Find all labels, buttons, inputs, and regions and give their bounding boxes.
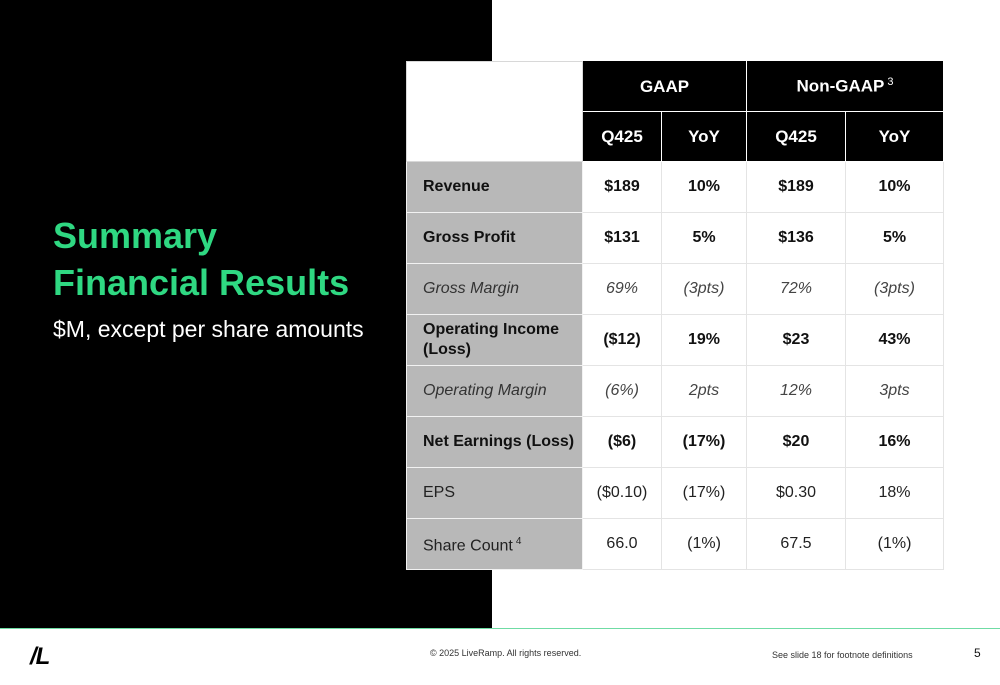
table-cell: (1%) xyxy=(662,519,747,570)
table-row: Share Count 4 66.0 (1%) 67.5 (1%) xyxy=(407,519,944,570)
footnote-reference: See slide 18 for footnote definitions xyxy=(772,650,913,660)
table-corner-cell xyxy=(407,62,583,162)
table-cell: (6%) xyxy=(583,366,662,417)
column-header: YoY xyxy=(846,112,944,162)
row-label: Net Earnings (Loss) xyxy=(407,417,583,468)
row-label: Share Count 4 xyxy=(407,519,583,570)
non-gaap-group-header: Non-GAAP 3 xyxy=(747,62,944,112)
table-cell: (17%) xyxy=(662,417,747,468)
table-cell: $20 xyxy=(747,417,846,468)
table-body: Revenue $189 10% $189 10% Gross Profit $131 5% $… xyxy=(407,162,944,570)
page-number: 5 xyxy=(974,646,981,660)
table-cell: 5% xyxy=(846,213,944,264)
table-cell: 10% xyxy=(662,162,747,213)
table-cell: 66.0 xyxy=(583,519,662,570)
table-cell: 19% xyxy=(662,315,747,366)
table-cell: 67.5 xyxy=(747,519,846,570)
liveramp-logo: /L xyxy=(30,643,49,671)
financial-results-table: GAAP Non-GAAP 3 Q425 YoY Q425 YoY Revenue… xyxy=(406,61,944,570)
table-cell: 16% xyxy=(846,417,944,468)
table-cell: $189 xyxy=(747,162,846,213)
table-cell: ($6) xyxy=(583,417,662,468)
slide-subtitle: $M, except per share amounts xyxy=(53,316,364,343)
table-row: Net Earnings (Loss) ($6) (17%) $20 16% xyxy=(407,417,944,468)
table-cell: $136 xyxy=(747,213,846,264)
column-header: YoY xyxy=(662,112,747,162)
row-label: Operating Margin xyxy=(407,366,583,417)
table-cell: $189 xyxy=(583,162,662,213)
table-row: Gross Profit $131 5% $136 5% xyxy=(407,213,944,264)
table-cell: ($12) xyxy=(583,315,662,366)
table-cell: (17%) xyxy=(662,468,747,519)
table-cell: 18% xyxy=(846,468,944,519)
title-line-2: Financial Results xyxy=(53,259,349,306)
table-cell: ($0.10) xyxy=(583,468,662,519)
table-row: Gross Margin 69% (3pts) 72% (3pts) xyxy=(407,264,944,315)
title-line-1: Summary xyxy=(53,212,349,259)
table-cell: 43% xyxy=(846,315,944,366)
row-label: EPS xyxy=(407,468,583,519)
column-header: Q425 xyxy=(583,112,662,162)
table-cell: 69% xyxy=(583,264,662,315)
table-row: EPS ($0.10) (17%) $0.30 18% xyxy=(407,468,944,519)
gaap-group-header: GAAP xyxy=(583,62,747,112)
table-cell: $0.30 xyxy=(747,468,846,519)
footer-divider xyxy=(0,628,1000,629)
row-label: Gross Margin xyxy=(407,264,583,315)
table-cell: 2pts xyxy=(662,366,747,417)
table-cell: (1%) xyxy=(846,519,944,570)
table-row: Operating Margin (6%) 2pts 12% 3pts xyxy=(407,366,944,417)
table-group-header-row: GAAP Non-GAAP 3 xyxy=(407,62,944,112)
table-cell: 10% xyxy=(846,162,944,213)
footnote-marker: 3 xyxy=(887,76,893,88)
row-label: Gross Profit xyxy=(407,213,583,264)
table-cell: (3pts) xyxy=(662,264,747,315)
table-row: Operating Income (Loss) ($12) 19% $23 43% xyxy=(407,315,944,366)
slide-title: Summary Financial Results xyxy=(53,212,349,306)
table-cell: 5% xyxy=(662,213,747,264)
row-label: Operating Income (Loss) xyxy=(407,315,583,366)
table-cell: 3pts xyxy=(846,366,944,417)
copyright-text: © 2025 LiveRamp. All rights reserved. xyxy=(430,648,581,658)
table-cell: $23 xyxy=(747,315,846,366)
table-row: Revenue $189 10% $189 10% xyxy=(407,162,944,213)
table-cell: 72% xyxy=(747,264,846,315)
column-header: Q425 xyxy=(747,112,846,162)
row-label: Revenue xyxy=(407,162,583,213)
table-cell: $131 xyxy=(583,213,662,264)
footnote-marker: 4 xyxy=(516,536,522,547)
table-cell: 12% xyxy=(747,366,846,417)
table-cell: (3pts) xyxy=(846,264,944,315)
